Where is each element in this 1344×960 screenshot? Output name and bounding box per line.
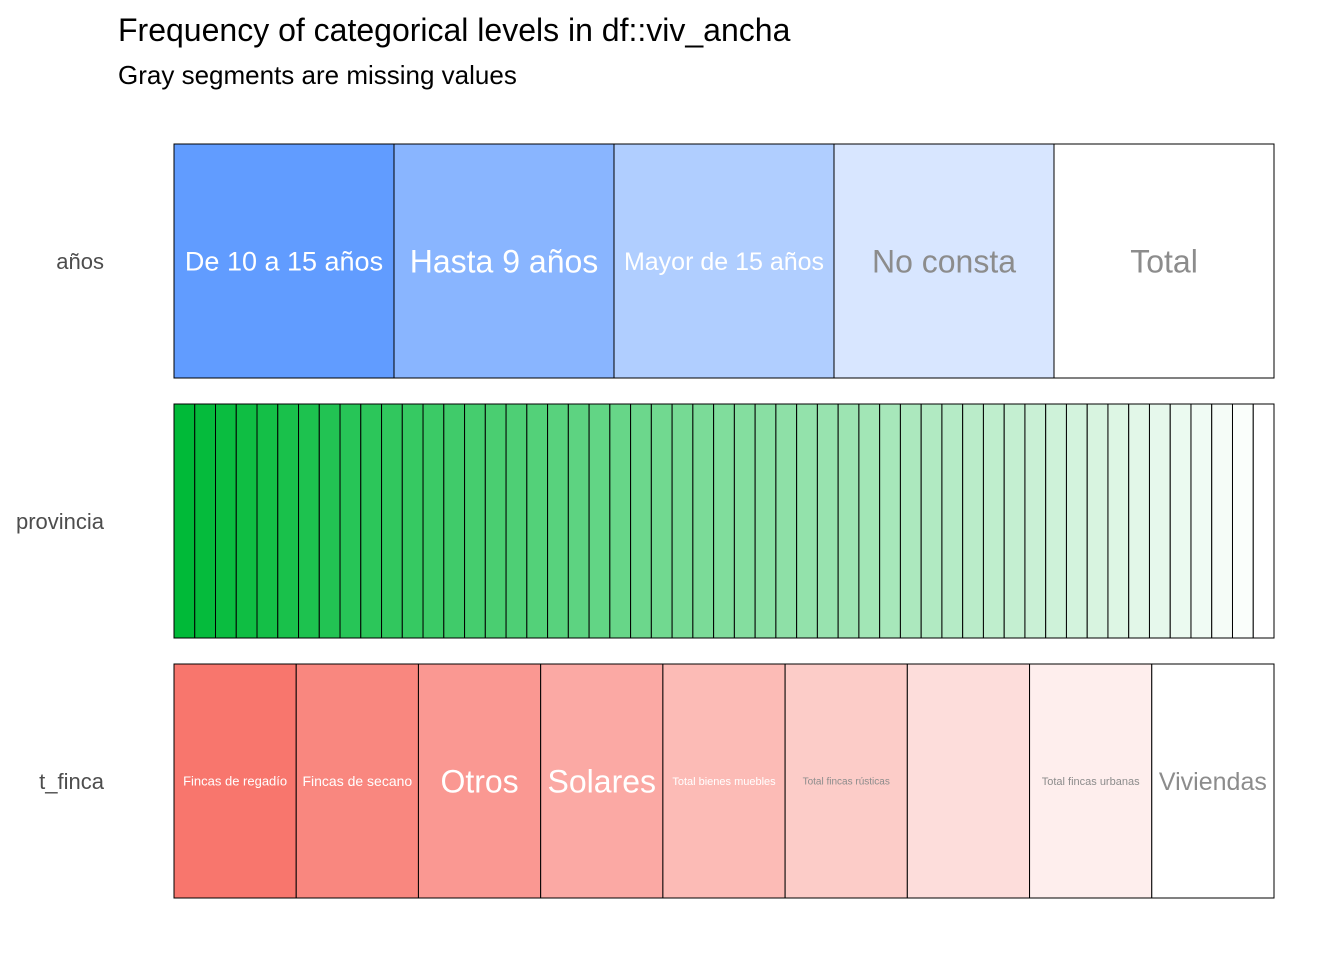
chart-subtitle: Gray segments are missing values xyxy=(118,60,517,90)
segment-label-a-os-1: De 10 a 15 años xyxy=(185,247,383,277)
segment-provincia-15 xyxy=(464,403,486,639)
segment-provincia-43 xyxy=(1045,403,1067,639)
segment-provincia-42 xyxy=(1024,403,1047,639)
segment-label-t-finca-2: Fincas de secano xyxy=(302,773,412,789)
segment-label-a-os-5: Total xyxy=(1130,244,1198,280)
segment-provincia-33 xyxy=(837,403,860,639)
segment-label-a-os-4: No consta xyxy=(872,244,1016,280)
segment-label-t-finca-3: Otros xyxy=(440,764,518,800)
segment-t-finca-9 xyxy=(1151,663,1275,899)
segment-t-finca-7 xyxy=(906,663,1031,899)
segment-provincia-34 xyxy=(858,403,881,639)
row-label-t-finca: t_finca xyxy=(39,769,105,794)
segment-provincia-24 xyxy=(650,403,673,639)
segment-provincia-7 xyxy=(298,403,320,639)
segment-provincia-41 xyxy=(1003,403,1026,639)
segment-provincia-20 xyxy=(567,403,590,639)
segment-provincia-47 xyxy=(1128,403,1150,639)
segment-provincia-9 xyxy=(339,403,362,639)
segment-t-finca-4 xyxy=(540,663,664,899)
segment-provincia-29 xyxy=(754,403,777,639)
segment-provincia-5 xyxy=(256,403,279,639)
segment-label-t-finca-6: Total fincas rústicas xyxy=(803,777,890,788)
segment-provincia-23 xyxy=(630,403,652,639)
segment-label-t-finca-1: Fincas de regadío xyxy=(183,774,287,789)
segment-provincia-16 xyxy=(484,403,507,639)
segment-provincia-13 xyxy=(422,403,445,639)
segment-provincia-52 xyxy=(1231,403,1254,639)
segment-provincia-10 xyxy=(360,403,383,639)
segment-provincia-49 xyxy=(1169,403,1192,639)
segment-provincia-48 xyxy=(1148,403,1171,639)
segment-provincia-6 xyxy=(277,403,300,639)
segment-provincia-11 xyxy=(381,403,403,639)
chart-rows: años De 10 a 15 años Hasta 9 años Mayor de … xyxy=(16,143,1275,899)
segment-label-a-os-2: Hasta 9 años xyxy=(410,244,599,280)
segment-provincia-46 xyxy=(1107,403,1130,639)
segment-provincia-21 xyxy=(588,403,611,639)
segment-provincia-26 xyxy=(692,403,715,639)
segment-provincia-32 xyxy=(816,403,839,639)
segment-t-finca-3 xyxy=(417,663,542,899)
row-label-provincia: provincia xyxy=(16,509,105,534)
segment-provincia-3 xyxy=(215,403,237,639)
segment-provincia-50 xyxy=(1190,403,1213,639)
segment-provincia-25 xyxy=(671,403,694,639)
segment-t-finca-2 xyxy=(295,663,419,899)
segment-label-t-finca-9: Viviendas xyxy=(1159,768,1267,796)
chart-title: Frequency of categorical levels in df::v… xyxy=(118,12,791,48)
segment-provincia-40 xyxy=(982,403,1005,639)
segment-provincia-17 xyxy=(505,403,528,639)
segment-provincia-22 xyxy=(609,403,632,639)
segment-t-finca-5 xyxy=(662,663,786,899)
segment-a-os-4 xyxy=(833,143,1055,379)
segment-label-t-finca-8: Total fincas urbanas xyxy=(1042,776,1140,788)
segment-a-os-5 xyxy=(1053,143,1275,379)
segment-a-os-1 xyxy=(173,143,395,379)
segment-label-t-finca-4: Solares xyxy=(548,764,657,800)
segment-provincia-38 xyxy=(941,403,964,639)
segment-label-t-finca-5: Total bienes muebles xyxy=(672,776,776,788)
segment-provincia-53 xyxy=(1252,403,1275,639)
segment-provincia-30 xyxy=(775,403,798,639)
segment-provincia-36 xyxy=(899,403,922,639)
segment-a-os-3 xyxy=(613,143,835,379)
segment-provincia-35 xyxy=(879,403,901,639)
segment-provincia-45 xyxy=(1086,403,1109,639)
segment-provincia-39 xyxy=(962,403,984,639)
segment-provincia-44 xyxy=(1065,403,1088,639)
segment-provincia-1 xyxy=(173,403,196,639)
segment-provincia-28 xyxy=(733,403,756,639)
segment-provincia-8 xyxy=(318,403,341,639)
segment-a-os-2 xyxy=(393,143,615,379)
segment-t-finca-8 xyxy=(1029,663,1153,899)
segment-provincia-19 xyxy=(547,403,569,639)
segment-provincia-51 xyxy=(1211,403,1233,639)
segment-provincia-14 xyxy=(443,403,466,639)
segment-provincia-2 xyxy=(194,403,216,639)
segment-provincia-31 xyxy=(796,403,818,639)
segment-provincia-37 xyxy=(920,403,943,639)
segment-provincia-27 xyxy=(713,403,735,639)
segment-provincia-12 xyxy=(401,403,424,639)
segment-label-a-os-3: Mayor de 15 años xyxy=(624,248,824,276)
row-label-a-os: años xyxy=(56,249,104,274)
segment-provincia-18 xyxy=(526,403,549,639)
segment-t-finca-1 xyxy=(173,663,297,899)
segment-provincia-4 xyxy=(235,403,258,639)
